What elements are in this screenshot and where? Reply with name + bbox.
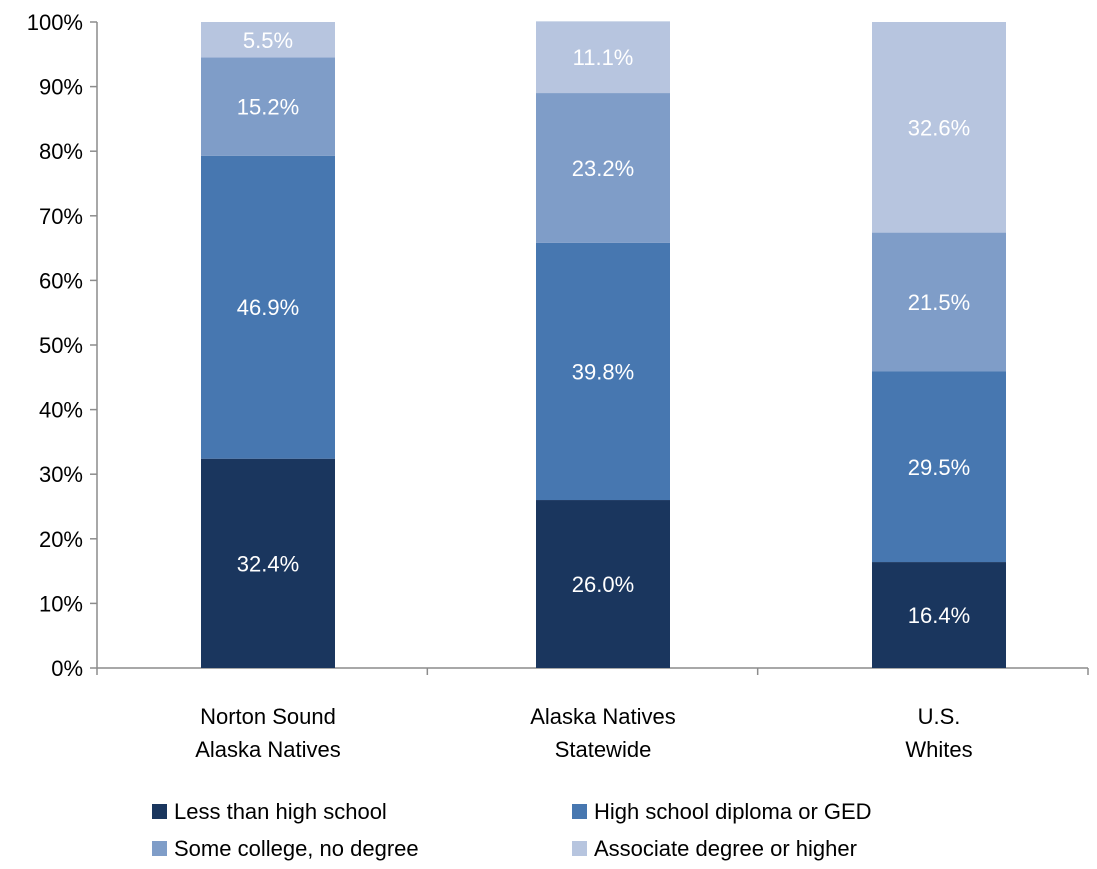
- bar-segment: [201, 155, 335, 459]
- bar-segment: [872, 22, 1006, 233]
- legend-label: Less than high school: [174, 799, 387, 824]
- legend: Less than high school High school diploma…: [152, 799, 872, 861]
- y-tick-label: 30%: [39, 462, 83, 487]
- bar-segment: [872, 371, 1006, 563]
- legend-label: Some college, no degree: [174, 836, 419, 861]
- category-label: Whites: [905, 737, 972, 762]
- bar-segment: [201, 22, 335, 58]
- data-label: 21.5%: [908, 290, 970, 315]
- data-label: 23.2%: [572, 156, 634, 181]
- y-tick-label: 50%: [39, 333, 83, 358]
- y-tick-label: 40%: [39, 398, 83, 423]
- y-tick-label: 10%: [39, 591, 83, 616]
- y-tick-label: 80%: [39, 139, 83, 164]
- data-label: 11.1%: [573, 45, 634, 70]
- category-labels: Norton Sound Alaska Natives Alaska Natives…: [195, 704, 972, 762]
- y-tick-label: 90%: [39, 75, 83, 100]
- data-label: 29.5%: [908, 455, 970, 480]
- data-label: 32.6%: [908, 115, 970, 140]
- bar-segment: [536, 21, 670, 94]
- y-tick-label: 100%: [27, 10, 83, 35]
- y-tick-label: 70%: [39, 204, 83, 229]
- bar-segment: [872, 562, 1006, 668]
- data-label: 46.9%: [237, 295, 299, 320]
- bar-segment: [201, 57, 335, 156]
- category-label: Alaska Natives: [530, 704, 676, 729]
- bar-segment: [536, 500, 670, 668]
- bar-segment: [872, 232, 1006, 372]
- legend-label: High school diploma or GED: [594, 799, 872, 824]
- y-tick-label: 20%: [39, 527, 83, 552]
- data-labels: 32.4% 46.9% 15.2% 5.5% 26.0% 39.8% 23.2% 11.1% 1…: [237, 28, 970, 628]
- bar-segment: [536, 93, 670, 243]
- data-label: 39.8%: [572, 359, 634, 384]
- bars: [201, 21, 1006, 668]
- category-label: Norton Sound: [200, 704, 336, 729]
- data-label: 32.4%: [237, 551, 299, 576]
- legend-label: Associate degree or higher: [594, 836, 857, 861]
- legend-swatch: [572, 804, 587, 819]
- category-label: Alaska Natives: [195, 737, 341, 762]
- legend-swatch: [152, 841, 167, 856]
- category-label: Statewide: [555, 737, 652, 762]
- legend-swatch: [572, 841, 587, 856]
- axes: 0% 10% 20% 30% 40% 50% 60% 70% 80% 90% 100%: [27, 10, 1089, 681]
- y-tick-label: 60%: [39, 268, 83, 293]
- data-label: 5.5%: [243, 28, 293, 53]
- bar-segment: [536, 242, 670, 501]
- data-label: 26.0%: [572, 572, 634, 597]
- y-tick-label: 0%: [51, 656, 83, 681]
- data-label: 16.4%: [908, 603, 970, 628]
- category-label: U.S.: [918, 704, 961, 729]
- data-label: 15.2%: [237, 95, 299, 120]
- bar-segment: [201, 458, 335, 668]
- legend-swatch: [152, 804, 167, 819]
